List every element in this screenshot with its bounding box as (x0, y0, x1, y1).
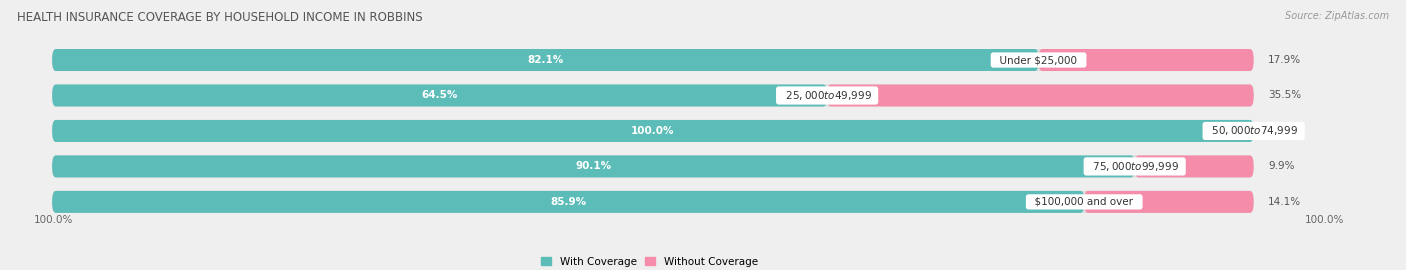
Text: 35.5%: 35.5% (1268, 90, 1301, 100)
Text: 17.9%: 17.9% (1268, 55, 1301, 65)
FancyBboxPatch shape (1084, 191, 1254, 213)
Text: $100,000 and over: $100,000 and over (1028, 197, 1140, 207)
Text: $25,000 to $49,999: $25,000 to $49,999 (779, 89, 876, 102)
Text: 14.1%: 14.1% (1268, 197, 1301, 207)
FancyBboxPatch shape (52, 120, 1254, 142)
FancyBboxPatch shape (52, 85, 1254, 106)
Text: HEALTH INSURANCE COVERAGE BY HOUSEHOLD INCOME IN ROBBINS: HEALTH INSURANCE COVERAGE BY HOUSEHOLD I… (17, 11, 422, 24)
FancyBboxPatch shape (52, 49, 1254, 71)
FancyBboxPatch shape (52, 49, 1039, 71)
Text: 100.0%: 100.0% (1305, 215, 1344, 225)
Text: Under $25,000: Under $25,000 (993, 55, 1084, 65)
FancyBboxPatch shape (52, 120, 1254, 142)
Text: $50,000 to $74,999: $50,000 to $74,999 (1205, 124, 1302, 137)
Text: 0.0%: 0.0% (1268, 126, 1295, 136)
Text: 9.9%: 9.9% (1268, 161, 1295, 171)
FancyBboxPatch shape (52, 85, 827, 106)
Text: 82.1%: 82.1% (527, 55, 564, 65)
FancyBboxPatch shape (52, 191, 1084, 213)
Text: 100.0%: 100.0% (631, 126, 675, 136)
FancyBboxPatch shape (52, 191, 1254, 213)
FancyBboxPatch shape (52, 156, 1135, 177)
Text: 100.0%: 100.0% (34, 215, 73, 225)
FancyBboxPatch shape (1039, 49, 1254, 71)
FancyBboxPatch shape (52, 156, 1254, 177)
Text: 64.5%: 64.5% (422, 90, 458, 100)
Text: Source: ZipAtlas.com: Source: ZipAtlas.com (1285, 11, 1389, 21)
Text: 85.9%: 85.9% (550, 197, 586, 207)
Legend: With Coverage, Without Coverage: With Coverage, Without Coverage (541, 257, 758, 267)
FancyBboxPatch shape (827, 85, 1254, 106)
Text: 90.1%: 90.1% (575, 161, 612, 171)
FancyBboxPatch shape (1135, 156, 1254, 177)
Text: $75,000 to $99,999: $75,000 to $99,999 (1087, 160, 1184, 173)
